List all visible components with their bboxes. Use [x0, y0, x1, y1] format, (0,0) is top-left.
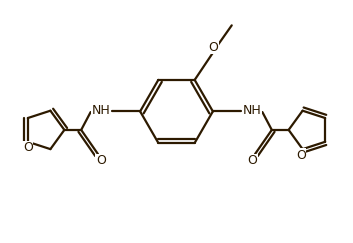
Text: NH: NH — [91, 104, 110, 117]
Text: O: O — [208, 41, 218, 54]
Text: O: O — [23, 141, 33, 154]
Text: O: O — [296, 149, 306, 162]
Text: O: O — [96, 154, 106, 167]
Text: NH: NH — [243, 104, 262, 117]
Text: O: O — [247, 154, 257, 167]
